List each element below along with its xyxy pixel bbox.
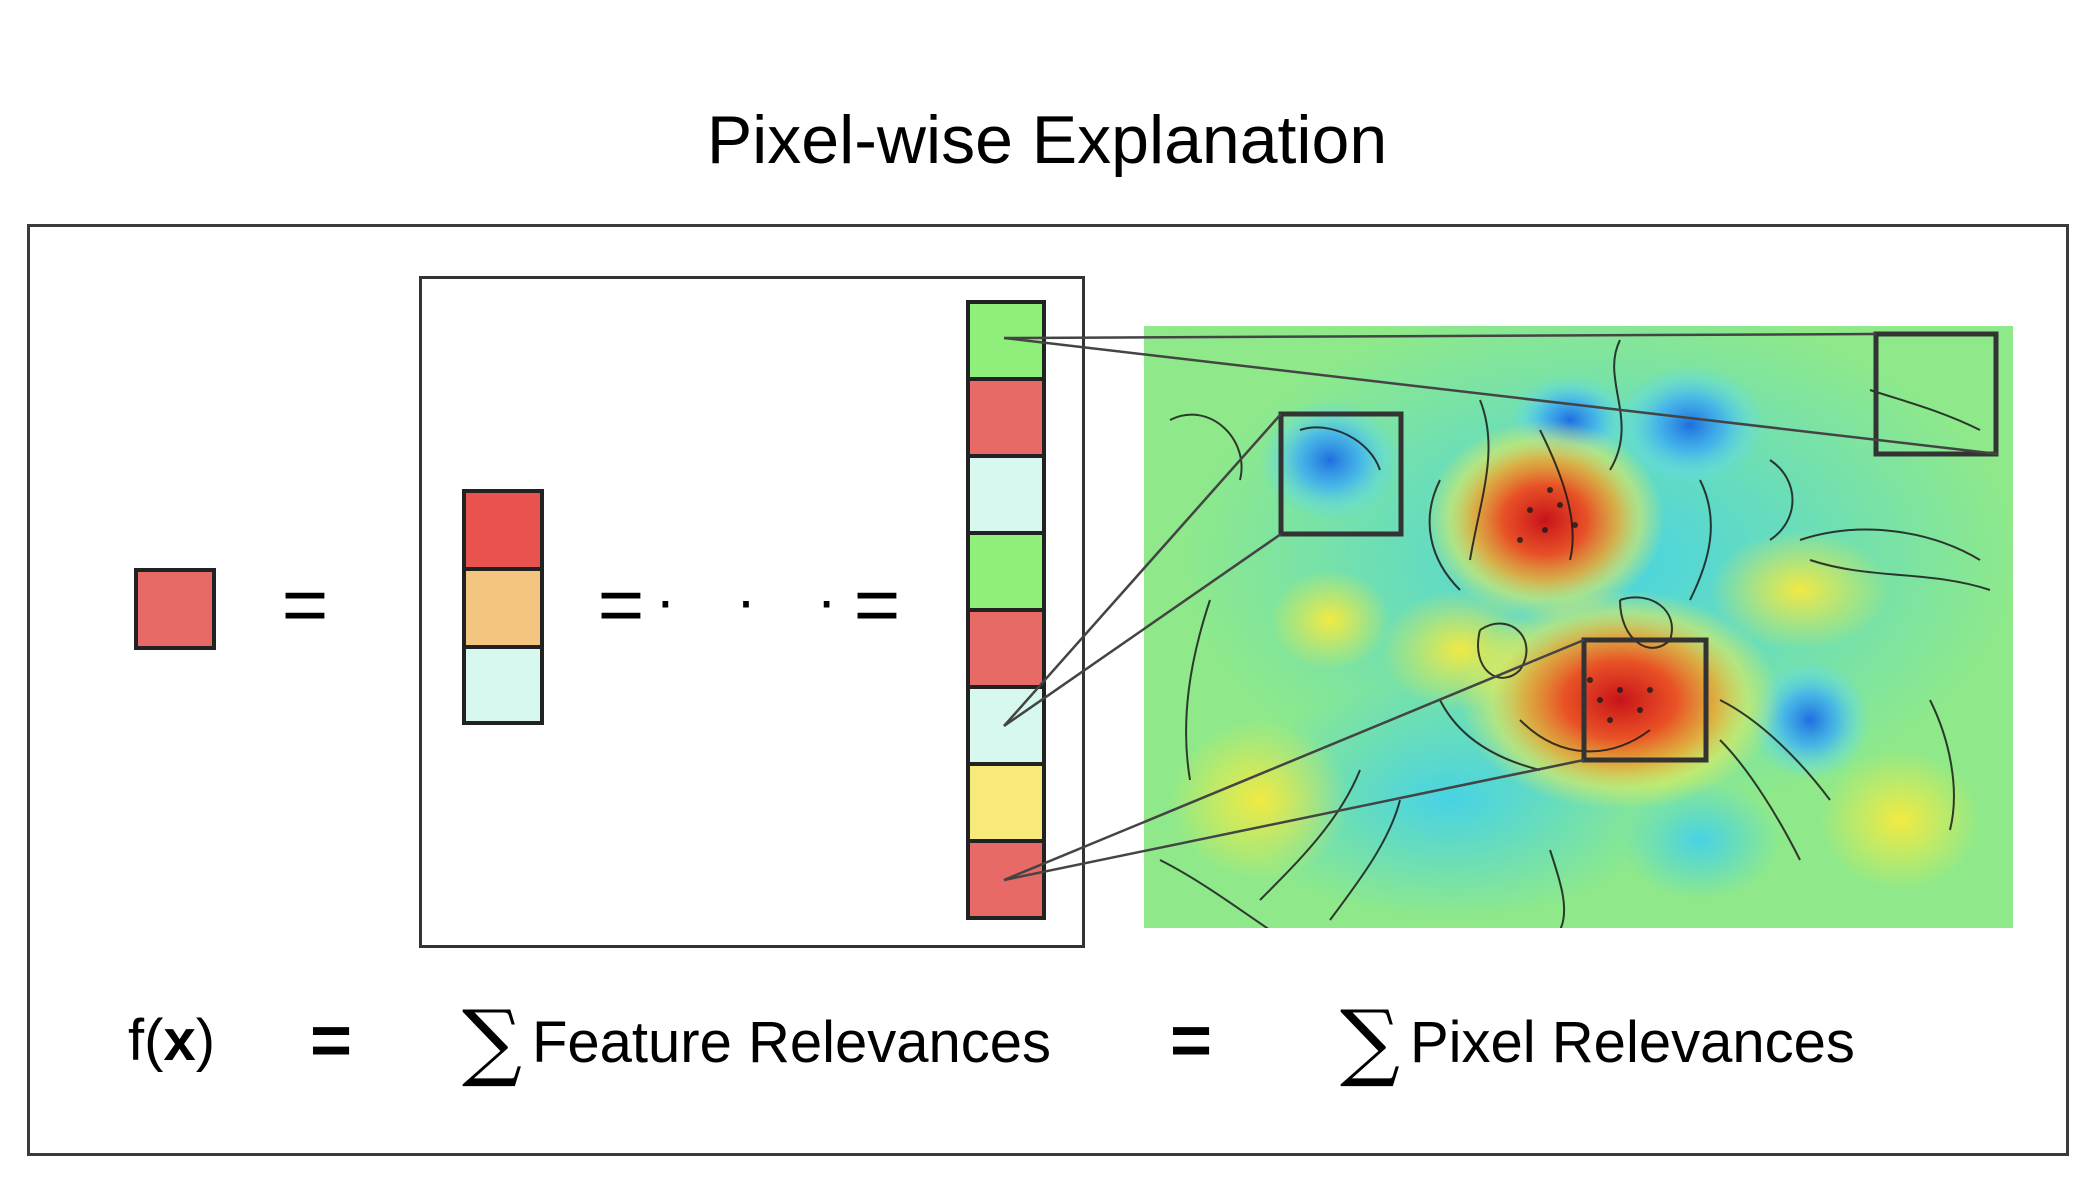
diagram-title: Pixel-wise Explanation (706, 102, 1388, 178)
formula-fx: f(x) (128, 996, 215, 1086)
sigma-icon: ∑ (462, 992, 522, 1090)
output-score-square (134, 568, 216, 650)
formula-x: x (163, 1008, 196, 1073)
pixel-relevances-label: Pixel Relevances (1409, 1010, 1855, 1075)
diagram-frame (27, 224, 2069, 1156)
formula-feature-sum: ∑ Feature Relevances (462, 996, 1051, 1086)
feature-cell-3 (462, 645, 544, 725)
relevance-heatmap (1144, 326, 2013, 928)
formula-equals-2: = (1170, 1001, 1213, 1081)
sigma-icon-2: ∑ (1340, 992, 1400, 1090)
formula-pixel-sum: ∑ Pixel Relevances (1340, 996, 1855, 1086)
connector-lines (1003, 332, 1999, 882)
zoom-box-hot-region (1581, 637, 1709, 763)
equals-sign-1: = (281, 560, 329, 649)
formula-f-suffix: ) (195, 1008, 216, 1073)
feature-cell-1 (462, 489, 544, 571)
zoom-box-cold-region (1278, 411, 1404, 537)
feature-relevances-label: Feature Relevances (531, 1010, 1052, 1075)
equals-sign-2: = (597, 560, 645, 649)
feature-relevance-box (419, 276, 1085, 948)
zoom-box-neutral-region (1873, 331, 1999, 457)
ellipsis-dots: · · · (655, 566, 859, 634)
formula-equals-1: = (310, 1001, 353, 1081)
equals-sign-3: = (853, 560, 901, 649)
formula-f-prefix: f( (128, 1008, 164, 1073)
